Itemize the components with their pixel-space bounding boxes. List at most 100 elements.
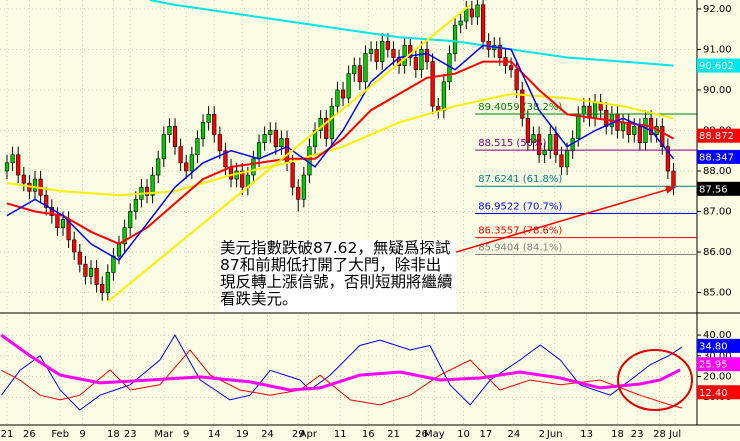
indicator-line	[6, 60, 674, 246]
candle-body	[665, 146, 670, 172]
candle-body	[251, 158, 256, 176]
candle-body	[172, 126, 178, 147]
candle-body	[430, 61, 435, 107]
candle-body	[660, 126, 665, 147]
candle-body	[200, 122, 206, 139]
candle-body	[228, 166, 234, 180]
candle-body	[581, 105, 586, 115]
arrow-head	[665, 186, 676, 194]
candle-body	[156, 158, 161, 176]
candle-body	[217, 134, 222, 152]
candle-body	[307, 146, 312, 176]
candle-body	[88, 267, 94, 277]
x-tick-label: 24	[261, 429, 274, 440]
candle-body	[184, 162, 189, 172]
candle-body	[256, 142, 262, 160]
candle-body	[480, 4, 486, 42]
oscillator-line	[0, 334, 683, 411]
x-tick-label: 18	[611, 429, 624, 440]
candle-body	[240, 170, 245, 188]
fib-label: 88.515 (50%)	[478, 138, 546, 149]
price-label: 90.602	[699, 61, 734, 72]
y-tick-label: 20.00	[703, 372, 732, 383]
x-tick-label: 14	[208, 429, 221, 440]
x-tick-label: Jul	[668, 429, 681, 440]
candle-body	[643, 118, 648, 143]
y-tick-label: 88.00	[703, 166, 732, 177]
indicator-line	[106, 4, 471, 303]
candle-body	[100, 284, 105, 293]
candle-body	[318, 118, 323, 131]
candle-body	[548, 134, 553, 152]
candle-body	[16, 154, 21, 176]
value-label-box	[697, 338, 740, 353]
x-tick-label: 23	[631, 429, 644, 440]
candle-body	[189, 154, 194, 172]
candle-body	[352, 65, 357, 75]
price-label-box	[697, 149, 740, 164]
indicator-line	[452, 186, 676, 254]
candle-body	[424, 49, 430, 62]
candle-body	[671, 170, 676, 188]
candle-body	[637, 126, 642, 143]
candle-body	[94, 267, 99, 285]
candle-body	[363, 53, 368, 83]
candle-body	[380, 41, 385, 62]
price-label-box	[697, 181, 740, 196]
candle-body	[133, 199, 138, 212]
candle-body	[301, 174, 306, 200]
x-tick-label: 23	[124, 429, 137, 440]
candle-body	[604, 109, 609, 127]
indicator-line	[6, 92, 674, 197]
candle-body	[195, 138, 200, 156]
x-tick-label: 19	[236, 429, 249, 440]
candle-body	[111, 255, 116, 273]
candle-body	[525, 118, 530, 143]
candle-body	[223, 150, 228, 168]
x-tick-label: 24	[507, 429, 520, 440]
x-tick-label: 16	[362, 429, 375, 440]
candle-body	[402, 45, 407, 66]
candle-body	[312, 130, 318, 147]
candle-body	[531, 134, 536, 143]
candle-body	[564, 150, 570, 168]
x-tick-label: Feb	[51, 429, 69, 440]
value-label-box	[697, 385, 740, 400]
candle-body	[469, 8, 474, 18]
x-tick-label: 10	[457, 429, 470, 440]
y-tick-label: 91.00	[703, 44, 732, 55]
candle-body	[357, 65, 362, 83]
x-tick-label: 28	[653, 429, 666, 440]
x-tick-label: 18	[107, 429, 120, 440]
candle-body	[340, 89, 346, 99]
candle-body	[150, 174, 155, 196]
candle-body	[374, 49, 379, 62]
candle-body	[592, 101, 598, 119]
y-tick-label: 85.00	[703, 288, 732, 299]
candle-body	[441, 81, 446, 111]
x-tick-label: 29	[292, 429, 305, 440]
price-label-box	[697, 58, 740, 73]
candle-body	[436, 105, 441, 111]
x-tick-label: Apr	[300, 429, 318, 440]
x-tick-label: May	[424, 429, 445, 440]
candle-body	[83, 263, 88, 277]
fib-label: 85.9404 (84.1%)	[478, 242, 562, 253]
value-label: 12.40	[699, 388, 728, 399]
candle-body	[413, 57, 418, 70]
candle-body	[60, 219, 66, 229]
annotation: 美元指數跌破87.62，無疑爲探試87和前期低打開了大門，除非出現反轉上漲信號，…	[220, 240, 456, 312]
candle-body	[576, 113, 581, 139]
x-tick-label: 11	[334, 429, 347, 440]
candle-body	[368, 49, 374, 54]
candle-body	[508, 65, 514, 70]
candle-body	[458, 20, 463, 26]
candle-body	[497, 45, 502, 58]
candle-body	[49, 207, 54, 216]
x-tick-label: 17	[479, 429, 492, 440]
candle-body	[273, 130, 278, 147]
price-label: 88.872	[699, 131, 734, 142]
oscillator-line	[1, 349, 683, 409]
x-tick-label: 9	[183, 429, 189, 440]
